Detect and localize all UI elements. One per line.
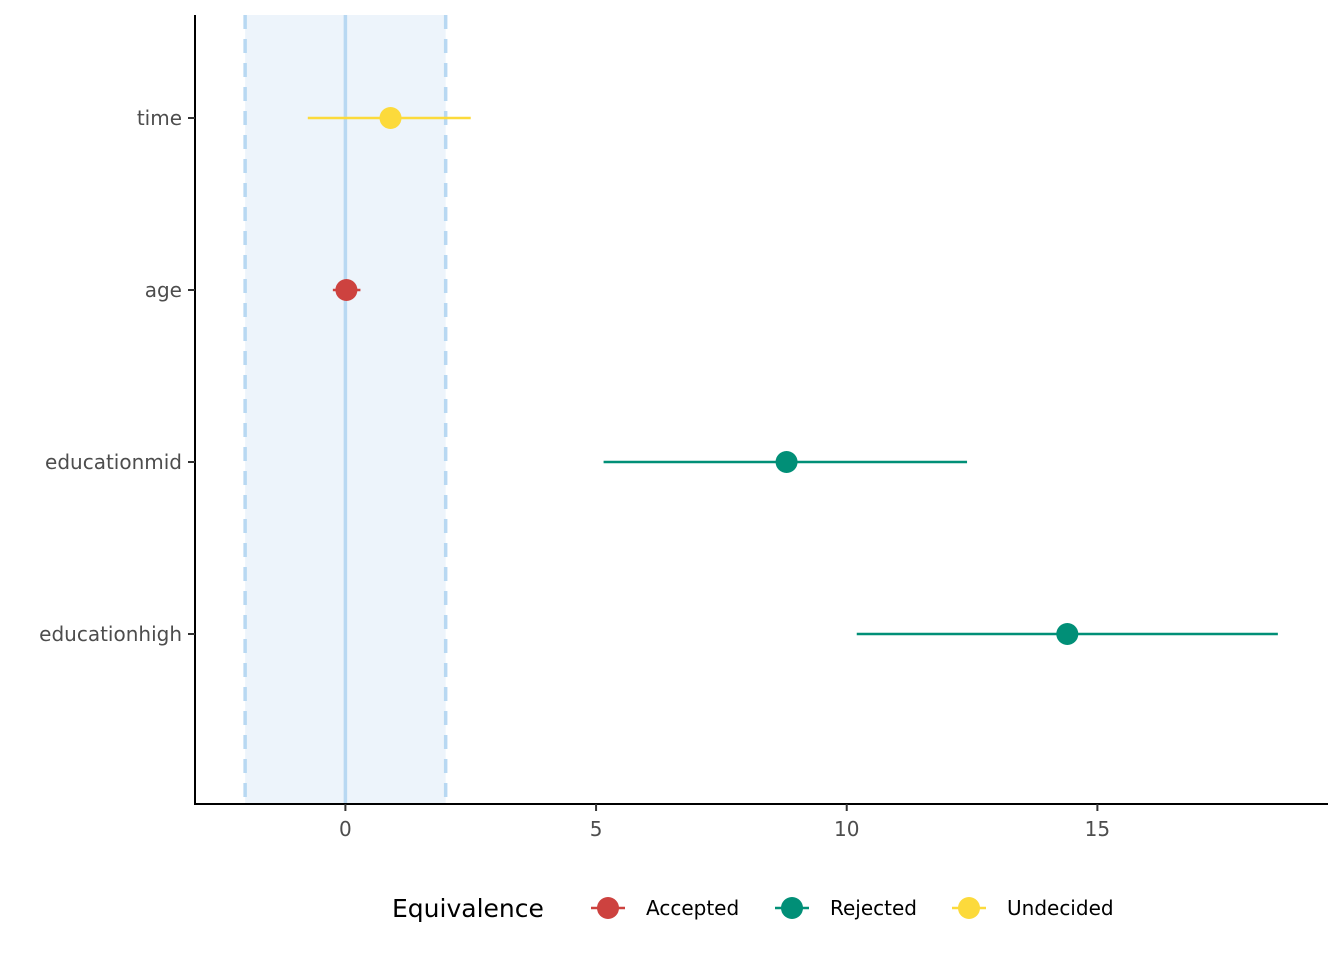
- legend-label: Undecided: [1007, 896, 1114, 920]
- point-estimate-age: [335, 279, 358, 301]
- point-estimate-educationhigh: [1056, 623, 1079, 645]
- legend-label: Rejected: [830, 896, 917, 920]
- rope-region: [243, 15, 448, 804]
- axes: 0 5 10 15 time age educationmid educationhigh: [39, 15, 1328, 841]
- y-tick-label: age: [145, 278, 182, 302]
- y-tick-label: time: [137, 106, 182, 130]
- legend-key-dot: [597, 897, 619, 919]
- x-tick-label: 15: [1085, 817, 1110, 841]
- y-tick-label: educationmid: [45, 450, 182, 474]
- legend-label: Accepted: [646, 896, 739, 920]
- point-estimate-time: [379, 107, 402, 129]
- legend-title: Equivalence: [392, 894, 544, 923]
- legend-key-dot: [781, 897, 803, 919]
- y-tick-label: educationhigh: [39, 622, 182, 646]
- x-tick-label: 0: [339, 817, 352, 841]
- legend: Equivalence Accepted Rejected Undecided: [392, 894, 1114, 923]
- point-estimate-educationmid: [775, 451, 798, 473]
- x-tick-label: 5: [590, 817, 603, 841]
- x-tick-label: 10: [834, 817, 859, 841]
- legend-key-dot: [958, 897, 980, 919]
- estimate-marks: [307, 107, 1278, 645]
